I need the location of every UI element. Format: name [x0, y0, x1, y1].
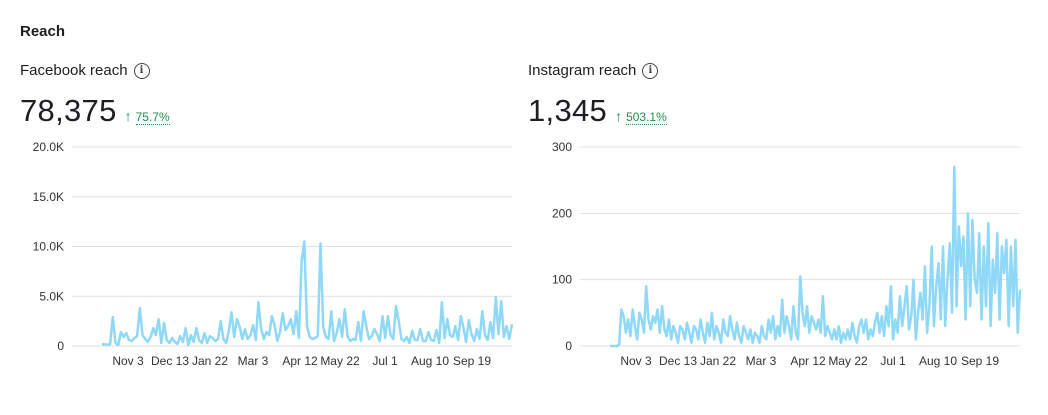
x-tick-label: Jan 22: [192, 354, 228, 368]
section-title: Reach: [20, 23, 66, 40]
metric-change-value[interactable]: 503.1%: [626, 110, 667, 125]
x-tick-label: Mar 3: [238, 354, 269, 368]
x-tick-label: May 22: [320, 354, 360, 368]
y-tick-label: 15.0K: [33, 190, 64, 204]
x-tick-label: Nov 3: [112, 354, 144, 368]
x-tick-label: Mar 3: [746, 354, 777, 368]
y-tick-label: 20.0K: [33, 140, 64, 154]
series-line[interactable]: [101, 240, 514, 347]
info-icon[interactable]: i: [642, 62, 659, 79]
facebook-reach-chart: 0 5.0K 10.0K 15.0K 20.0K Nov 3 Dec 13 Jan 22 Mar…: [33, 140, 514, 368]
metric-change: ↑ 503.1%: [615, 108, 667, 125]
y-tick-label: 0: [57, 339, 64, 353]
arrow-up-icon: ↑: [615, 108, 623, 124]
instagram-reach-chart: 0 100 200 300 Nov 3 Dec 13 Jan 22 Mar 3 Apr 12 Ma…: [552, 140, 1022, 368]
y-tick-label: 100: [552, 273, 572, 287]
x-tick-label: Aug 10: [411, 354, 449, 368]
x-tick-label: Sep 19: [453, 354, 491, 368]
x-tick-label: Nov 3: [620, 354, 652, 368]
metric-title-text: Instagram reach: [528, 62, 637, 79]
x-tick-label: Apr 12: [282, 354, 318, 368]
metric-change: ↑ 75.7%: [125, 108, 170, 125]
x-tick-label: Dec 13: [659, 354, 697, 368]
x-tick-label: Jul 1: [372, 354, 398, 368]
x-tick-label: Jan 22: [700, 354, 736, 368]
y-tick-label: 300: [552, 140, 572, 154]
x-tick-label: May 22: [828, 354, 868, 368]
series-line[interactable]: [610, 165, 1022, 348]
metric-value-row: 78,375 ↑ 75.7%: [20, 93, 170, 129]
metric-title-text: Facebook reach: [20, 62, 128, 79]
y-tick-label: 10.0K: [33, 240, 64, 254]
metric-value-row: 1,345 ↑ 503.1%: [528, 93, 667, 129]
metric-change-value[interactable]: 75.7%: [135, 110, 170, 125]
x-tick-label: Dec 13: [151, 354, 189, 368]
y-tick-label: 200: [552, 206, 572, 220]
y-tick-label: 0: [565, 339, 572, 353]
y-tick-label: 5.0K: [39, 289, 64, 303]
x-tick-label: Apr 12: [790, 354, 826, 368]
metric-value: 78,375: [20, 93, 117, 128]
x-tick-label: Sep 19: [961, 354, 999, 368]
info-icon[interactable]: i: [133, 62, 150, 79]
x-tick-label: Aug 10: [919, 354, 957, 368]
metric-value: 1,345: [528, 93, 608, 128]
metric-title: Instagram reach i: [528, 62, 659, 79]
x-tick-label: Jul 1: [880, 354, 906, 368]
arrow-up-icon: ↑: [124, 108, 132, 124]
metric-title: Facebook reach i: [20, 62, 150, 79]
